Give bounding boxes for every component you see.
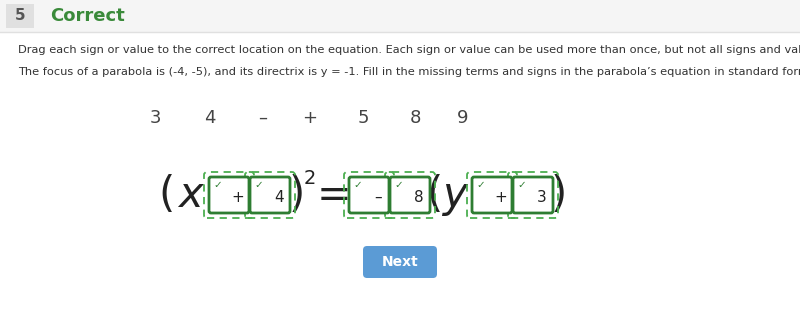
- Text: 5: 5: [358, 109, 369, 127]
- FancyBboxPatch shape: [250, 177, 290, 213]
- Text: x: x: [178, 174, 202, 216]
- Text: ): ): [551, 174, 567, 216]
- Text: ✓: ✓: [214, 180, 222, 190]
- Text: 4: 4: [274, 189, 284, 204]
- Text: y: y: [442, 174, 466, 216]
- Text: ✓: ✓: [394, 180, 403, 190]
- Text: 8: 8: [410, 109, 421, 127]
- Text: +: +: [302, 109, 318, 127]
- Text: Next: Next: [382, 255, 418, 269]
- Text: =: =: [317, 174, 351, 216]
- Bar: [6, 4, 34, 28]
- Text: 3: 3: [150, 109, 161, 127]
- Text: 4: 4: [204, 109, 216, 127]
- Text: 5: 5: [14, 8, 26, 23]
- Text: ✓: ✓: [254, 180, 263, 190]
- Text: –: –: [258, 109, 267, 127]
- Text: 2: 2: [304, 169, 316, 188]
- Bar: [0, 0, 800, 32]
- FancyBboxPatch shape: [363, 246, 437, 278]
- Text: Drag each sign or value to the correct location on the equation. Each sign or va: Drag each sign or value to the correct l…: [18, 45, 800, 55]
- FancyBboxPatch shape: [390, 177, 430, 213]
- Text: Correct: Correct: [50, 7, 125, 25]
- Text: ✓: ✓: [518, 180, 526, 190]
- Text: +: +: [494, 189, 507, 204]
- Text: 3: 3: [537, 189, 547, 204]
- Text: The focus of a parabola is (-4, -5), and its directrix is y = -1. Fill in the mi: The focus of a parabola is (-4, -5), and…: [18, 67, 800, 77]
- Text: 9: 9: [458, 109, 469, 127]
- FancyBboxPatch shape: [209, 177, 249, 213]
- Text: 8: 8: [414, 189, 424, 204]
- Text: ✓: ✓: [354, 180, 362, 190]
- Text: (: (: [427, 174, 443, 216]
- FancyBboxPatch shape: [472, 177, 512, 213]
- FancyBboxPatch shape: [349, 177, 389, 213]
- FancyBboxPatch shape: [513, 177, 553, 213]
- Text: +: +: [232, 189, 244, 204]
- Text: ✓: ✓: [477, 180, 486, 190]
- Text: –: –: [374, 189, 382, 204]
- Text: (: (: [159, 174, 175, 216]
- Text: ): ): [289, 174, 305, 216]
